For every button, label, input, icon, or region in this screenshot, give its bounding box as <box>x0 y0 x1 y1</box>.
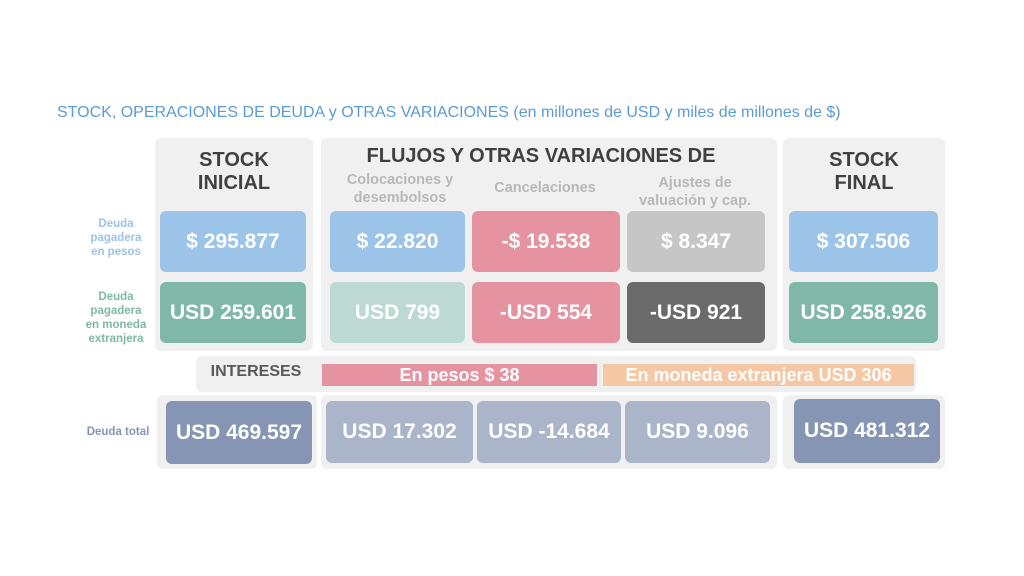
row-label-pesos-line3: en pesos <box>91 246 141 258</box>
stock-final-header: STOCK FINAL <box>783 149 945 195</box>
total-cancelaciones: USD -14.684 <box>477 401 621 463</box>
page-title: STOCK, OPERACIONES DE DEUDA y OTRAS VARI… <box>57 104 841 121</box>
intereses-label: INTERESES <box>210 363 302 380</box>
pesos-ajustes: $ 8.347 <box>627 211 765 272</box>
pesos-cancelaciones: -$ 19.538 <box>472 211 620 272</box>
ajustes-header: Ajustes de valuación y cap. <box>620 174 770 210</box>
total-stock-inicial: USD 469.597 <box>166 401 312 464</box>
total-colocaciones: USD 17.302 <box>326 401 473 463</box>
ajustes-header-line1: Ajustes de <box>658 175 732 191</box>
intereses-pesos: En pesos $ 38 <box>322 364 597 386</box>
row-label-extranjera-line1: Deuda <box>98 291 134 303</box>
pesos-colocaciones: $ 22.820 <box>330 211 465 272</box>
row-label-pesos: Deuda pagadera en pesos <box>72 217 160 259</box>
row-label-pesos-line2: pagadera <box>90 232 142 244</box>
row-label-extranjera-line4: extranjera <box>88 333 144 345</box>
stock-inicial-header-line2: INICIAL <box>197 172 271 194</box>
stock-final-header-line1: STOCK <box>829 149 899 171</box>
stock-inicial-header-line1: STOCK <box>199 149 269 171</box>
extranjera-stock-inicial: USD 259.601 <box>160 282 306 343</box>
row-label-total: Deuda total <box>86 426 150 438</box>
extranjera-cancelaciones: -USD 554 <box>472 282 620 343</box>
row-label-pesos-line1: Deuda <box>98 218 134 230</box>
total-ajustes: USD 9.096 <box>625 401 770 463</box>
pesos-stock-final: $ 307.506 <box>789 211 938 272</box>
extranjera-stock-final: USD 258.926 <box>789 282 938 343</box>
colocaciones-header-line2: desembolsos <box>353 190 447 206</box>
stock-inicial-header: STOCK INICIAL <box>155 149 313 195</box>
colocaciones-header-line1: Colocaciones y <box>346 172 454 188</box>
row-label-extranjera: Deuda pagadera en moneda extranjera <box>72 290 160 346</box>
intereses-extranjera: En moneda extranjera USD 306 <box>603 364 914 386</box>
flujos-header: FLUJOS Y OTRAS VARIACIONES DE <box>366 145 716 167</box>
colocaciones-header: Colocaciones y desembolsos <box>323 171 477 207</box>
stock-final-header-line2: FINAL <box>834 172 894 194</box>
extranjera-ajustes: -USD 921 <box>627 282 765 343</box>
cancelaciones-header: Cancelaciones <box>494 180 596 196</box>
pesos-stock-inicial: $ 295.877 <box>160 211 306 272</box>
ajustes-header-line2: valuación y cap. <box>638 193 752 209</box>
extranjera-colocaciones: USD 799 <box>330 282 465 343</box>
total-stock-final: USD 481.312 <box>794 399 940 463</box>
row-label-extranjera-line3: en moneda <box>85 319 147 331</box>
row-label-extranjera-line2: pagadera <box>90 305 142 317</box>
